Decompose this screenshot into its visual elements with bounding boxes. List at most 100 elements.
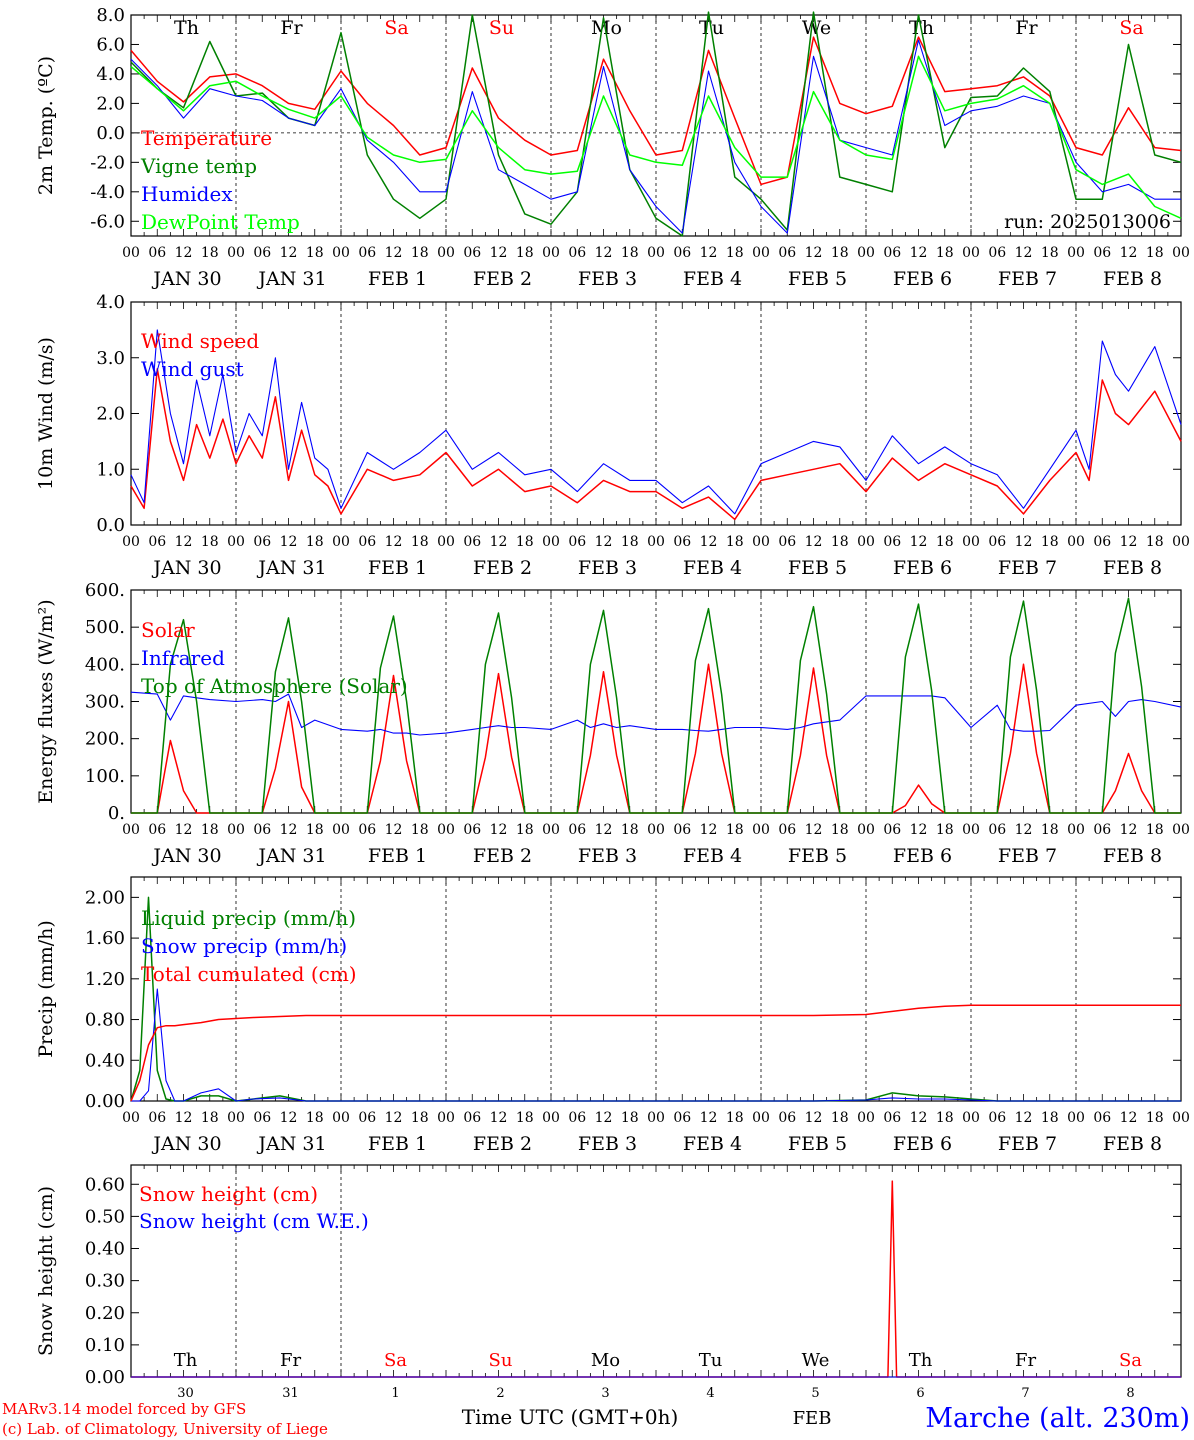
hour-tick-label: 06	[883, 534, 901, 550]
hour-tick-label: 00	[332, 245, 350, 261]
short-date-label: 6	[916, 1386, 924, 1401]
legend-entry: Top of Atmosphere (Solar)	[141, 674, 408, 698]
station-label: Marche (alt. 230m)	[925, 1403, 1190, 1434]
hour-tick-label: 06	[358, 245, 376, 261]
hour-tick-label: 06	[253, 534, 271, 550]
date-label: FEB 2	[473, 268, 532, 290]
hour-tick-label: 12	[1015, 534, 1033, 550]
hour-tick-label: 18	[1041, 1110, 1059, 1126]
hour-tick-label: 18	[1146, 822, 1164, 838]
legend-entry: Wind gust	[141, 357, 244, 381]
weekday-label: Th	[174, 17, 199, 39]
hour-tick-label: 12	[175, 245, 193, 261]
y-tick-label: 0.00	[85, 1091, 125, 1112]
legend-entry: Humidex	[141, 182, 233, 206]
date-label: FEB 6	[893, 1133, 952, 1155]
hour-tick-label: 00	[227, 822, 245, 838]
date-label: JAN 31	[256, 268, 326, 290]
y-tick-label: 0.50	[85, 1206, 125, 1227]
hour-tick-label: 12	[700, 245, 718, 261]
legend-entry: DewPoint Temp	[141, 210, 300, 234]
hour-tick-label: 12	[1120, 822, 1138, 838]
weekday-label: Fr	[1015, 17, 1038, 39]
model-credit: MARv3.14 model forced by GFS	[2, 1400, 246, 1418]
date-label: FEB 3	[578, 557, 637, 579]
hour-tick-label: 18	[1146, 245, 1164, 261]
hour-tick-label: 18	[831, 822, 849, 838]
hour-tick-label: 00	[1067, 245, 1085, 261]
date-label: FEB 1	[368, 845, 427, 867]
hour-tick-label: 18	[621, 534, 639, 550]
legend-entry: Snow height (cm)	[139, 1182, 318, 1206]
precip-panel: 2.00 1.60 1.20 0.80 0.40 0.00 Precip (mm/h) 00 0…	[35, 876, 1190, 1155]
hour-tick-label: 06	[253, 245, 271, 261]
hour-tick-label: 18	[936, 534, 954, 550]
y-tick-label: 1.60	[85, 928, 125, 949]
hour-tick-label: 12	[805, 822, 823, 838]
hour-tick-label: 18	[516, 245, 534, 261]
legend-entry: Snow precip (mm/h)	[141, 934, 347, 958]
hour-tick-label: 18	[516, 534, 534, 550]
date-label: JAN 31	[256, 557, 326, 579]
hour-tick-label: 12	[1015, 1110, 1033, 1126]
hour-tick-label: 00	[542, 1110, 560, 1126]
wind-panel: 4.0 3.0 2.0 1.0 0.0 10m Wind (m/s) 00 06 12 18 00 0…	[35, 292, 1190, 579]
series-line-snow-precip-mm-h	[131, 988, 1181, 1102]
hour-tick-label: 12	[1120, 1110, 1138, 1126]
y-tick-label: 200.	[85, 729, 125, 750]
hour-tick-label: 06	[358, 822, 376, 838]
x-axis-title: Time UTC (GMT+0h)	[462, 1405, 679, 1429]
series-line-dewpoint-temp	[130, 55, 1182, 219]
y-axis-label: 2m Temp. (ºC)	[35, 56, 57, 195]
legend-entry: Temperature	[141, 126, 272, 150]
short-date-label: 4	[706, 1386, 714, 1401]
hour-tick-label: 00	[227, 245, 245, 261]
y-tick-label: 2.0	[96, 93, 125, 114]
weekday-label: Sa	[384, 17, 408, 39]
short-date-label: 1	[391, 1386, 399, 1401]
y-axis-label: 10m Wind (m/s)	[35, 337, 57, 490]
hour-tick-label: 12	[385, 534, 403, 550]
weekday-label: Sa	[1119, 1350, 1142, 1371]
hour-tick-label: 06	[253, 1110, 271, 1126]
date-label: FEB 3	[578, 1133, 637, 1155]
hour-tick-label: 12	[805, 245, 823, 261]
hour-tick-label: 00	[752, 1110, 770, 1126]
series-line-infrared	[130, 691, 1182, 736]
hour-tick-label: 00	[437, 534, 455, 550]
date-label: JAN 30	[151, 268, 221, 290]
hour-tick-label: 06	[778, 245, 796, 261]
y-tick-label: 8.0	[96, 5, 125, 26]
hour-tick-label: 06	[1093, 245, 1111, 261]
date-label: FEB 7	[998, 557, 1057, 579]
hour-tick-label: 12	[175, 1110, 193, 1126]
hour-tick-label: 00	[437, 822, 455, 838]
hour-tick-label: 12	[490, 1110, 508, 1126]
y-tick-label: 0.60	[85, 1174, 125, 1195]
date-label: JAN 30	[151, 845, 221, 867]
date-label: FEB 1	[368, 557, 427, 579]
date-label: FEB 3	[578, 268, 637, 290]
date-label: FEB 6	[893, 845, 952, 867]
series-line-wind-gust	[130, 329, 1182, 515]
weekday-label: Fr	[280, 17, 303, 39]
hour-tick-label: 00	[962, 534, 980, 550]
weekday-label: Mo	[591, 1350, 620, 1371]
y-tick-label: -6.0	[90, 211, 125, 232]
y-tick-label: 0.80	[85, 1010, 125, 1031]
y-tick-label: 6.0	[96, 34, 125, 55]
hour-tick-label: 12	[280, 822, 298, 838]
y-tick-label: 0.	[108, 803, 125, 824]
hour-tick-label: 00	[1172, 534, 1190, 550]
hour-tick-label: 06	[1093, 1110, 1111, 1126]
legend-entry: Infrared	[141, 646, 225, 670]
hour-tick-label: 00	[752, 245, 770, 261]
y-tick-label: 0.40	[85, 1239, 125, 1260]
date-label: FEB 5	[788, 845, 847, 867]
y-tick-label: 0.40	[85, 1050, 125, 1071]
hour-tick-label: 18	[411, 534, 429, 550]
hour-tick-label: 12	[700, 534, 718, 550]
hour-tick-label: 12	[910, 1110, 928, 1126]
hour-tick-label: 18	[726, 822, 744, 838]
hour-tick-label: 00	[857, 245, 875, 261]
